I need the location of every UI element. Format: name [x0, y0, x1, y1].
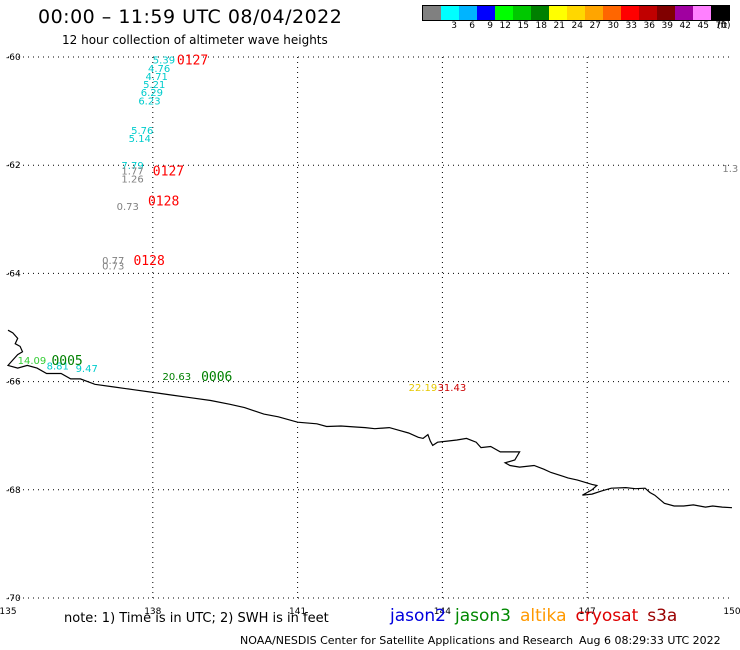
- color-scale-swatch: [657, 6, 675, 20]
- color-scale-label: 18: [535, 21, 547, 31]
- mission-legend-item: jason3: [455, 606, 511, 626]
- wave-height-value: 5.39: [153, 56, 175, 67]
- color-scale-label: 12: [499, 21, 511, 31]
- pass-time-label: 0006: [201, 370, 232, 385]
- wave-height-value: 5.76: [131, 126, 153, 137]
- color-scale-swatch: [441, 6, 459, 20]
- color-scale-label: 70: [715, 21, 727, 31]
- generated-timestamp: Aug 6 08:29:33 UTC 2022: [579, 634, 721, 647]
- color-scale-label: 3: [451, 21, 457, 31]
- wave-height-value: 1.77: [121, 167, 143, 178]
- wave-height-value: 6.29: [141, 88, 163, 99]
- color-scale-swatch: [513, 6, 531, 20]
- wave-height-value: 5.14: [129, 134, 151, 145]
- wave-height-value: 8.81: [47, 361, 69, 372]
- longitude-tick-label: 141: [289, 607, 306, 617]
- color-scale-swatch: [549, 6, 567, 20]
- latitude-tick-label: -66: [6, 378, 21, 388]
- color-scale-swatch: [567, 6, 585, 20]
- mission-legend-item: jason2: [390, 606, 446, 626]
- wave-height-value: 6.23: [138, 96, 160, 107]
- color-scale-label: 30: [607, 21, 619, 31]
- pass-time-label: 0005: [51, 354, 82, 369]
- longitude-tick-label: 138: [144, 607, 161, 617]
- wave-height-value: 1.3: [722, 164, 738, 175]
- color-scale-swatch: [477, 6, 495, 20]
- latitude-tick-label: -64: [6, 269, 21, 279]
- wave-height-value: 14.09: [18, 356, 47, 367]
- latitude-tick-label: -68: [6, 486, 21, 496]
- wave-height-value: 5.21: [143, 80, 165, 91]
- color-scale-label: 21: [553, 21, 565, 31]
- latitude-tick-label: -62: [6, 161, 21, 171]
- color-scale-swatch: [531, 6, 549, 20]
- color-scale-swatch: [585, 6, 603, 20]
- color-scale-swatch: [711, 6, 729, 20]
- latitude-tick-label: -60: [6, 53, 21, 63]
- page-subtitle: 12 hour collection of altimeter wave hei…: [62, 33, 328, 47]
- longitude-tick-label: 144: [434, 607, 451, 617]
- color-scale-bar: [422, 5, 730, 21]
- longitude-tick-label: 147: [579, 607, 596, 617]
- color-scale-swatch: [693, 6, 711, 20]
- color-scale-label: 39: [661, 21, 673, 31]
- wave-height-value: 4.76: [148, 64, 170, 75]
- color-scale-swatch: [675, 6, 693, 20]
- color-scale-swatch: [603, 6, 621, 20]
- longitude-tick-label: 135: [0, 607, 17, 617]
- color-scale-labels: 3 6 9 12 15 18 21 24 27 30 33 36 39 42 45 70: [422, 21, 728, 33]
- color-scale-label: 27: [589, 21, 601, 31]
- latitude-tick-label: -70: [6, 594, 21, 604]
- wave-height-value: 22.19: [409, 383, 438, 394]
- mission-legend: jason2 jason3 altika cryosat s3a: [390, 606, 686, 626]
- mission-legend-item: cryosat: [575, 606, 639, 626]
- antarctic-coastline: [6, 329, 733, 509]
- wave-height-value: 1.26: [121, 175, 143, 186]
- color-scale-label: 36: [643, 21, 655, 31]
- mission-legend-item: s3a: [647, 606, 678, 626]
- pass-time-label: 0128: [133, 254, 164, 269]
- wave-height-value: 0.73: [117, 202, 139, 213]
- color-scale-swatch: [423, 6, 441, 20]
- wave-height-value: 20.63: [162, 372, 191, 383]
- color-scale-label: 45: [697, 21, 709, 31]
- footer-note: note: 1) Time is in UTC; 2) SWH is in fe…: [64, 611, 329, 626]
- mission-legend-item: altika: [520, 606, 567, 626]
- pass-time-label: 0127: [177, 54, 208, 69]
- wave-height-value: 9.47: [76, 364, 98, 375]
- wave-height-value: 0.73: [102, 261, 124, 272]
- pass-time-label: 0127: [153, 165, 184, 180]
- color-scale-swatch: [459, 6, 477, 20]
- wave-height-value: 0.77: [102, 256, 124, 267]
- color-scale-label: 6: [469, 21, 475, 31]
- color-scale-label: 15: [517, 21, 529, 31]
- color-scale-label: 9: [487, 21, 493, 31]
- color-scale-swatch: [621, 6, 639, 20]
- credit-line: NOAA/NESDIS Center for Satellite Applica…: [240, 634, 574, 647]
- wave-height-value: 4.71: [146, 72, 168, 83]
- color-scale-label: 24: [571, 21, 583, 31]
- color-scale-label: 42: [679, 21, 691, 31]
- longitude-tick-label: 150: [723, 607, 740, 617]
- color-scale-swatch: [495, 6, 513, 20]
- wave-height-value: 7.79: [121, 161, 143, 172]
- color-scale-swatch: [639, 6, 657, 20]
- color-scale-label: 33: [625, 21, 637, 31]
- pass-time-label: 0128: [148, 194, 179, 209]
- wave-height-value: 31.43: [438, 383, 467, 394]
- page-title: 00:00 – 11:59 UTC 08/04/2022: [38, 6, 343, 28]
- color-scale-unit: (ft): [717, 21, 731, 31]
